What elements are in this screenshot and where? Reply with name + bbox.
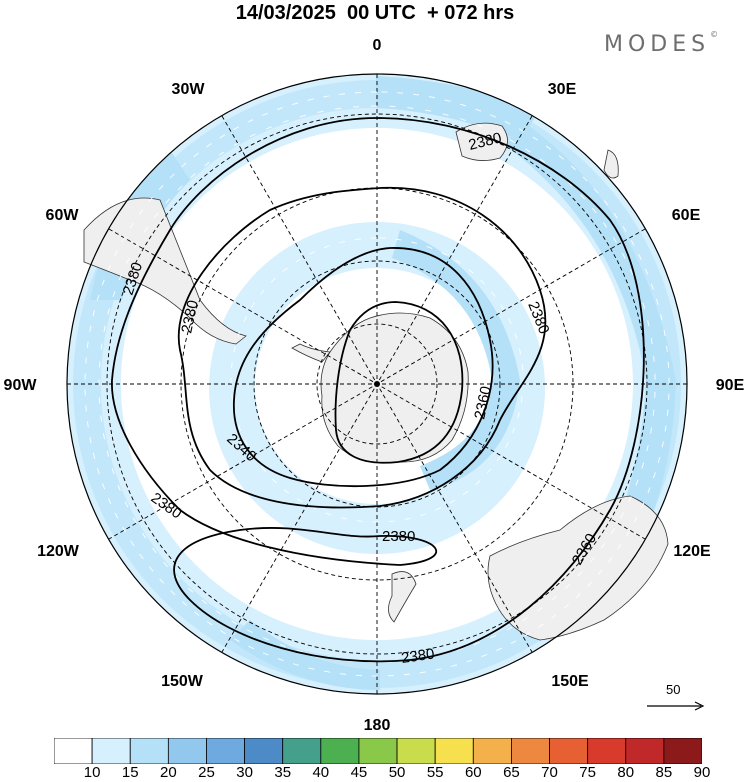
colorbar-box — [511, 738, 550, 764]
colorbar-tick-label: 65 — [503, 764, 520, 781]
colorbar-box — [358, 738, 398, 764]
reference-vector-arrow-icon — [647, 701, 705, 711]
map-title: 14/03/2025 00 UTC + 072 hrs — [235, 2, 515, 24]
colorbar-box — [625, 738, 665, 764]
map-frame — [66, 73, 688, 695]
lon-label-30e: 30E — [548, 81, 577, 98]
antarctica-land — [320, 312, 469, 463]
contours — [111, 117, 645, 663]
lon-label-120e: 120E — [673, 543, 711, 560]
contour-label: 2360 — [471, 385, 495, 421]
contour-2360 — [233, 247, 494, 488]
colorbar-tick-label: 80 — [617, 764, 635, 781]
madagascar-land — [603, 149, 619, 179]
modes-logo: MODES© — [604, 30, 719, 57]
colorbar-tick-label: 50 — [388, 764, 406, 781]
wind-arrows — [84, 91, 670, 677]
colorbar-box — [282, 738, 322, 764]
south-america-land — [83, 197, 247, 345]
contour-2380 — [111, 117, 645, 663]
colorbar-tick-label: 75 — [579, 764, 596, 781]
contour-label: 2380 — [400, 645, 435, 666]
brand-text: MODES — [604, 32, 711, 57]
lon-label-60e: 60E — [672, 207, 701, 224]
colorbar-tick-label: 60 — [464, 764, 482, 781]
colorbar-tick-label: 40 — [312, 764, 330, 781]
new-zealand-land — [388, 571, 417, 623]
lon-label-150e: 150E — [551, 673, 589, 690]
colorbar-box — [167, 738, 207, 764]
colorbar-box — [54, 738, 93, 764]
lon-label-180: 180 — [364, 717, 391, 734]
lon-label-150w: 150W — [161, 673, 204, 690]
antarctic-peninsula-land — [291, 343, 331, 363]
wind-patch-southwest — [230, 620, 380, 690]
colorbar-box — [663, 738, 702, 764]
colorbar-tick-label: 70 — [541, 764, 558, 781]
reference-vector-value: 50 — [666, 682, 681, 697]
colorbar-box — [434, 738, 474, 764]
colorbar-box — [206, 738, 245, 764]
contour-label: 2380 — [382, 528, 415, 545]
contour-label: 2380 — [178, 299, 202, 335]
colorbar-box — [587, 738, 627, 764]
wind-patch-east — [506, 120, 676, 610]
lon-label-30w: 30W — [172, 81, 206, 98]
colorbar-tick-label: 35 — [274, 764, 292, 781]
colorbar-tick-label: 55 — [426, 764, 444, 781]
colorbar-box — [396, 738, 436, 764]
colorbar-tick-label: 85 — [655, 764, 673, 781]
colorbar — [54, 738, 702, 764]
colorbar-box — [91, 738, 131, 764]
colorbar-tick-label: 30 — [236, 764, 253, 781]
wind-patch-inner-east — [392, 230, 520, 490]
lon-label-60w: 60W — [46, 207, 80, 224]
contour-2380-inner — [177, 186, 547, 509]
colorbar-tick-label: 25 — [198, 764, 215, 781]
lon-label-120w: 120W — [37, 543, 80, 560]
colorbar-tick-label: 10 — [83, 764, 101, 781]
colorbar-tick-label: 20 — [160, 764, 177, 781]
colorbar-box — [549, 738, 589, 764]
wind-patch-north — [376, 76, 540, 140]
lon-label-90w: 90W — [4, 377, 38, 394]
colorbar-tick-label: 90 — [693, 764, 711, 781]
colorbar-box — [320, 738, 360, 764]
colorbar-box — [244, 738, 284, 764]
contour-2340 — [334, 301, 464, 464]
copyright-mark: © — [710, 30, 719, 39]
south-pole-dot — [374, 381, 380, 387]
colorbar-tick-label: 45 — [350, 764, 368, 781]
colorbar-box — [129, 738, 169, 764]
lon-label-0: 0 — [373, 37, 382, 54]
lon-label-90e: 90E — [716, 377, 745, 394]
colorbar-tick-label: 15 — [121, 764, 139, 781]
colorbar-box — [472, 738, 512, 764]
